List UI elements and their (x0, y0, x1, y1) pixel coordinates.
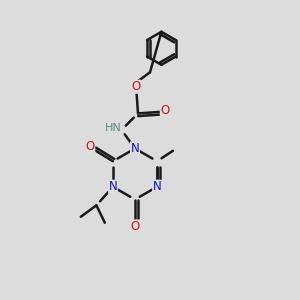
Text: O: O (130, 220, 140, 233)
Text: O: O (85, 140, 95, 153)
Text: N: N (153, 180, 161, 193)
Text: O: O (131, 80, 140, 93)
Text: N: N (109, 180, 117, 193)
Text: N: N (130, 142, 140, 155)
Text: HN: HN (105, 123, 122, 134)
Text: O: O (160, 104, 169, 117)
